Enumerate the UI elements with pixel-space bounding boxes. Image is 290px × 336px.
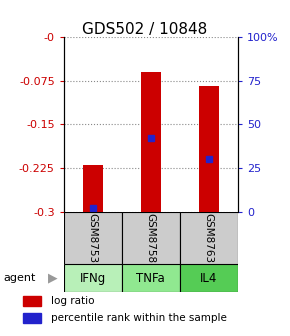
Text: GSM8758: GSM8758 <box>146 213 156 263</box>
Text: GSM8753: GSM8753 <box>88 213 98 263</box>
Text: ▶: ▶ <box>48 271 57 285</box>
Text: percentile rank within the sample: percentile rank within the sample <box>51 313 227 323</box>
Bar <box>23 313 41 323</box>
Text: IFNg: IFNg <box>80 271 106 285</box>
Bar <box>141 72 161 212</box>
Text: agent: agent <box>3 273 35 283</box>
Text: GSM8763: GSM8763 <box>204 213 214 263</box>
Text: log ratio: log ratio <box>51 296 95 306</box>
Bar <box>180 264 238 292</box>
Bar <box>64 264 122 292</box>
Text: IL4: IL4 <box>200 271 218 285</box>
Bar <box>122 264 180 292</box>
Bar <box>83 165 103 212</box>
Bar <box>23 296 41 306</box>
Bar <box>180 212 238 264</box>
Bar <box>122 212 180 264</box>
Bar <box>199 86 219 212</box>
Text: GDS502 / 10848: GDS502 / 10848 <box>82 22 208 37</box>
Text: TNFa: TNFa <box>136 271 165 285</box>
Bar <box>64 212 122 264</box>
